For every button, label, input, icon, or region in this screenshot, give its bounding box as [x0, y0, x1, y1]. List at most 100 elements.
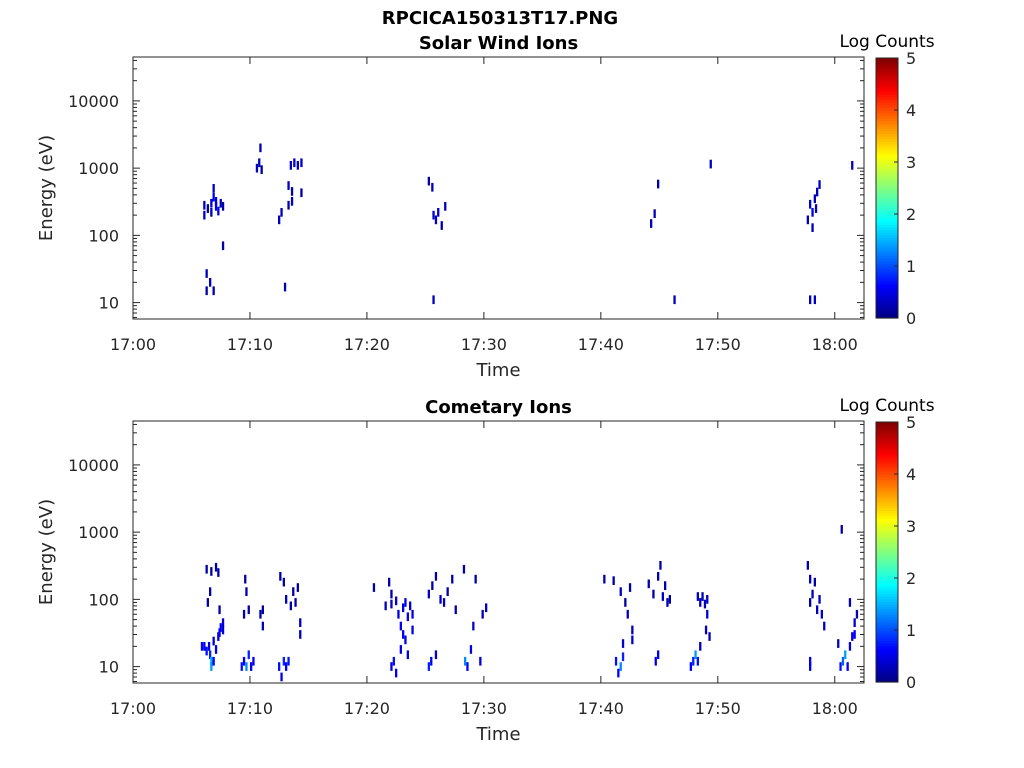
heatmap-cell — [472, 621, 475, 631]
heatmap-cell — [259, 143, 262, 153]
heatmap-cell — [816, 187, 819, 197]
colorbar-segment — [876, 468, 898, 472]
colorbar-segment — [876, 645, 898, 649]
heatmap-cells — [200, 525, 859, 682]
heatmap-cell — [432, 295, 435, 305]
heatmap-cell — [694, 650, 697, 660]
colorbar-segment — [876, 89, 898, 93]
heatmap-cell — [626, 609, 629, 619]
heatmap-cell — [657, 572, 660, 581]
heatmap-cell — [434, 650, 438, 660]
colorbar-segment — [876, 312, 898, 316]
heatmap-cell — [212, 656, 215, 666]
heatmap-cell — [406, 612, 409, 622]
colorbar-segment — [876, 624, 898, 628]
colorbar-segment — [876, 484, 898, 488]
heatmap-cell — [709, 159, 712, 169]
colorbar-segment — [876, 149, 898, 153]
colorbar-segment — [876, 445, 898, 449]
colorbar-segment — [876, 260, 898, 264]
colorbar-segment — [876, 554, 898, 558]
colorbar-segment — [876, 68, 898, 72]
colorbar-segment — [876, 65, 898, 69]
colorbar-segment — [876, 471, 898, 475]
colorbar-segment — [876, 310, 898, 314]
plot-frame — [132, 56, 865, 320]
heatmap-cell — [212, 184, 215, 193]
heatmap-cell — [259, 609, 262, 619]
colorbar-segment — [876, 622, 898, 626]
colorbar-segment — [876, 120, 898, 124]
heatmap-cell — [209, 650, 212, 660]
colorbar-segment — [876, 440, 898, 444]
heatmap-cell — [210, 662, 213, 671]
colorbar-segment — [876, 234, 898, 238]
x-tick-label: 17:40 — [578, 699, 624, 718]
colorbar-segment — [876, 253, 898, 257]
heatmap-cell — [809, 598, 812, 607]
heatmap-cell — [617, 668, 620, 678]
colorbar-segment — [876, 128, 898, 132]
heatmap-cell — [411, 609, 414, 619]
colorbar-segment — [876, 632, 898, 636]
colorbar-segment — [876, 492, 898, 496]
colorbar-segment — [876, 104, 898, 108]
heatmap-cell — [395, 596, 398, 606]
heatmap-cell — [451, 574, 454, 584]
colorbar-segment — [876, 167, 898, 171]
heatmap-cell — [245, 587, 248, 596]
heatmap-cell — [485, 603, 488, 613]
colorbar-segment — [876, 133, 898, 137]
colorbar-segment — [876, 676, 898, 680]
colorbar-segment — [876, 572, 898, 576]
colorbar-segment — [876, 663, 898, 667]
heatmap-cell — [466, 662, 469, 671]
colorbar-segment — [876, 565, 898, 569]
colorbar-segment — [876, 268, 898, 272]
heatmap-cell — [699, 598, 702, 607]
colorbar-segment — [876, 637, 898, 641]
colorbar-segment — [876, 240, 898, 244]
colorbar-label: Log Counts — [839, 32, 934, 52]
heatmap-cell — [221, 202, 225, 211]
heatmap-cell — [469, 645, 473, 654]
colorbar-segment — [876, 162, 898, 166]
colorbar-segment — [876, 198, 898, 202]
heatmap-cell — [666, 598, 669, 607]
heatmap-cell — [411, 625, 414, 635]
heatmap-cell — [214, 197, 218, 206]
colorbar-segment — [876, 58, 898, 62]
colorbar-segment — [876, 180, 898, 184]
colorbar-segment — [876, 81, 898, 85]
heatmap-cell — [217, 206, 220, 216]
x-tick-label: 17:20 — [344, 699, 390, 718]
heatmap-cell — [280, 208, 283, 217]
colorbar-segment — [876, 78, 898, 82]
colorbar-segment — [876, 432, 898, 436]
colorbar-segment — [876, 461, 898, 465]
heatmap-cell — [205, 646, 208, 656]
heatmap-cell — [221, 618, 225, 627]
x-tick-label: 17:30 — [461, 699, 507, 718]
heatmap-cells — [203, 143, 854, 305]
colorbar-segment — [876, 474, 898, 478]
colorbar-segment — [876, 656, 898, 660]
colorbar-segment — [876, 102, 898, 106]
heatmap-cell — [205, 269, 208, 278]
heatmap-cell — [612, 576, 615, 585]
heatmap-cell — [440, 221, 443, 230]
colorbar-segment — [876, 609, 898, 613]
colorbar-segment — [876, 208, 898, 212]
heatmap-cell — [654, 656, 657, 666]
colorbar-segment — [876, 245, 898, 249]
heatmap-cell — [809, 295, 812, 305]
heatmap-cell — [806, 561, 809, 570]
colorbar-segment — [876, 518, 898, 522]
colorbar-segment — [876, 650, 898, 654]
colorbar-segment — [876, 221, 898, 225]
colorbar-tick-label: 2 — [906, 569, 916, 588]
heatmap-cell — [839, 662, 842, 671]
y-tick-label: 10000 — [68, 92, 119, 111]
colorbar-segment — [876, 487, 898, 491]
colorbar-segment — [876, 136, 898, 140]
